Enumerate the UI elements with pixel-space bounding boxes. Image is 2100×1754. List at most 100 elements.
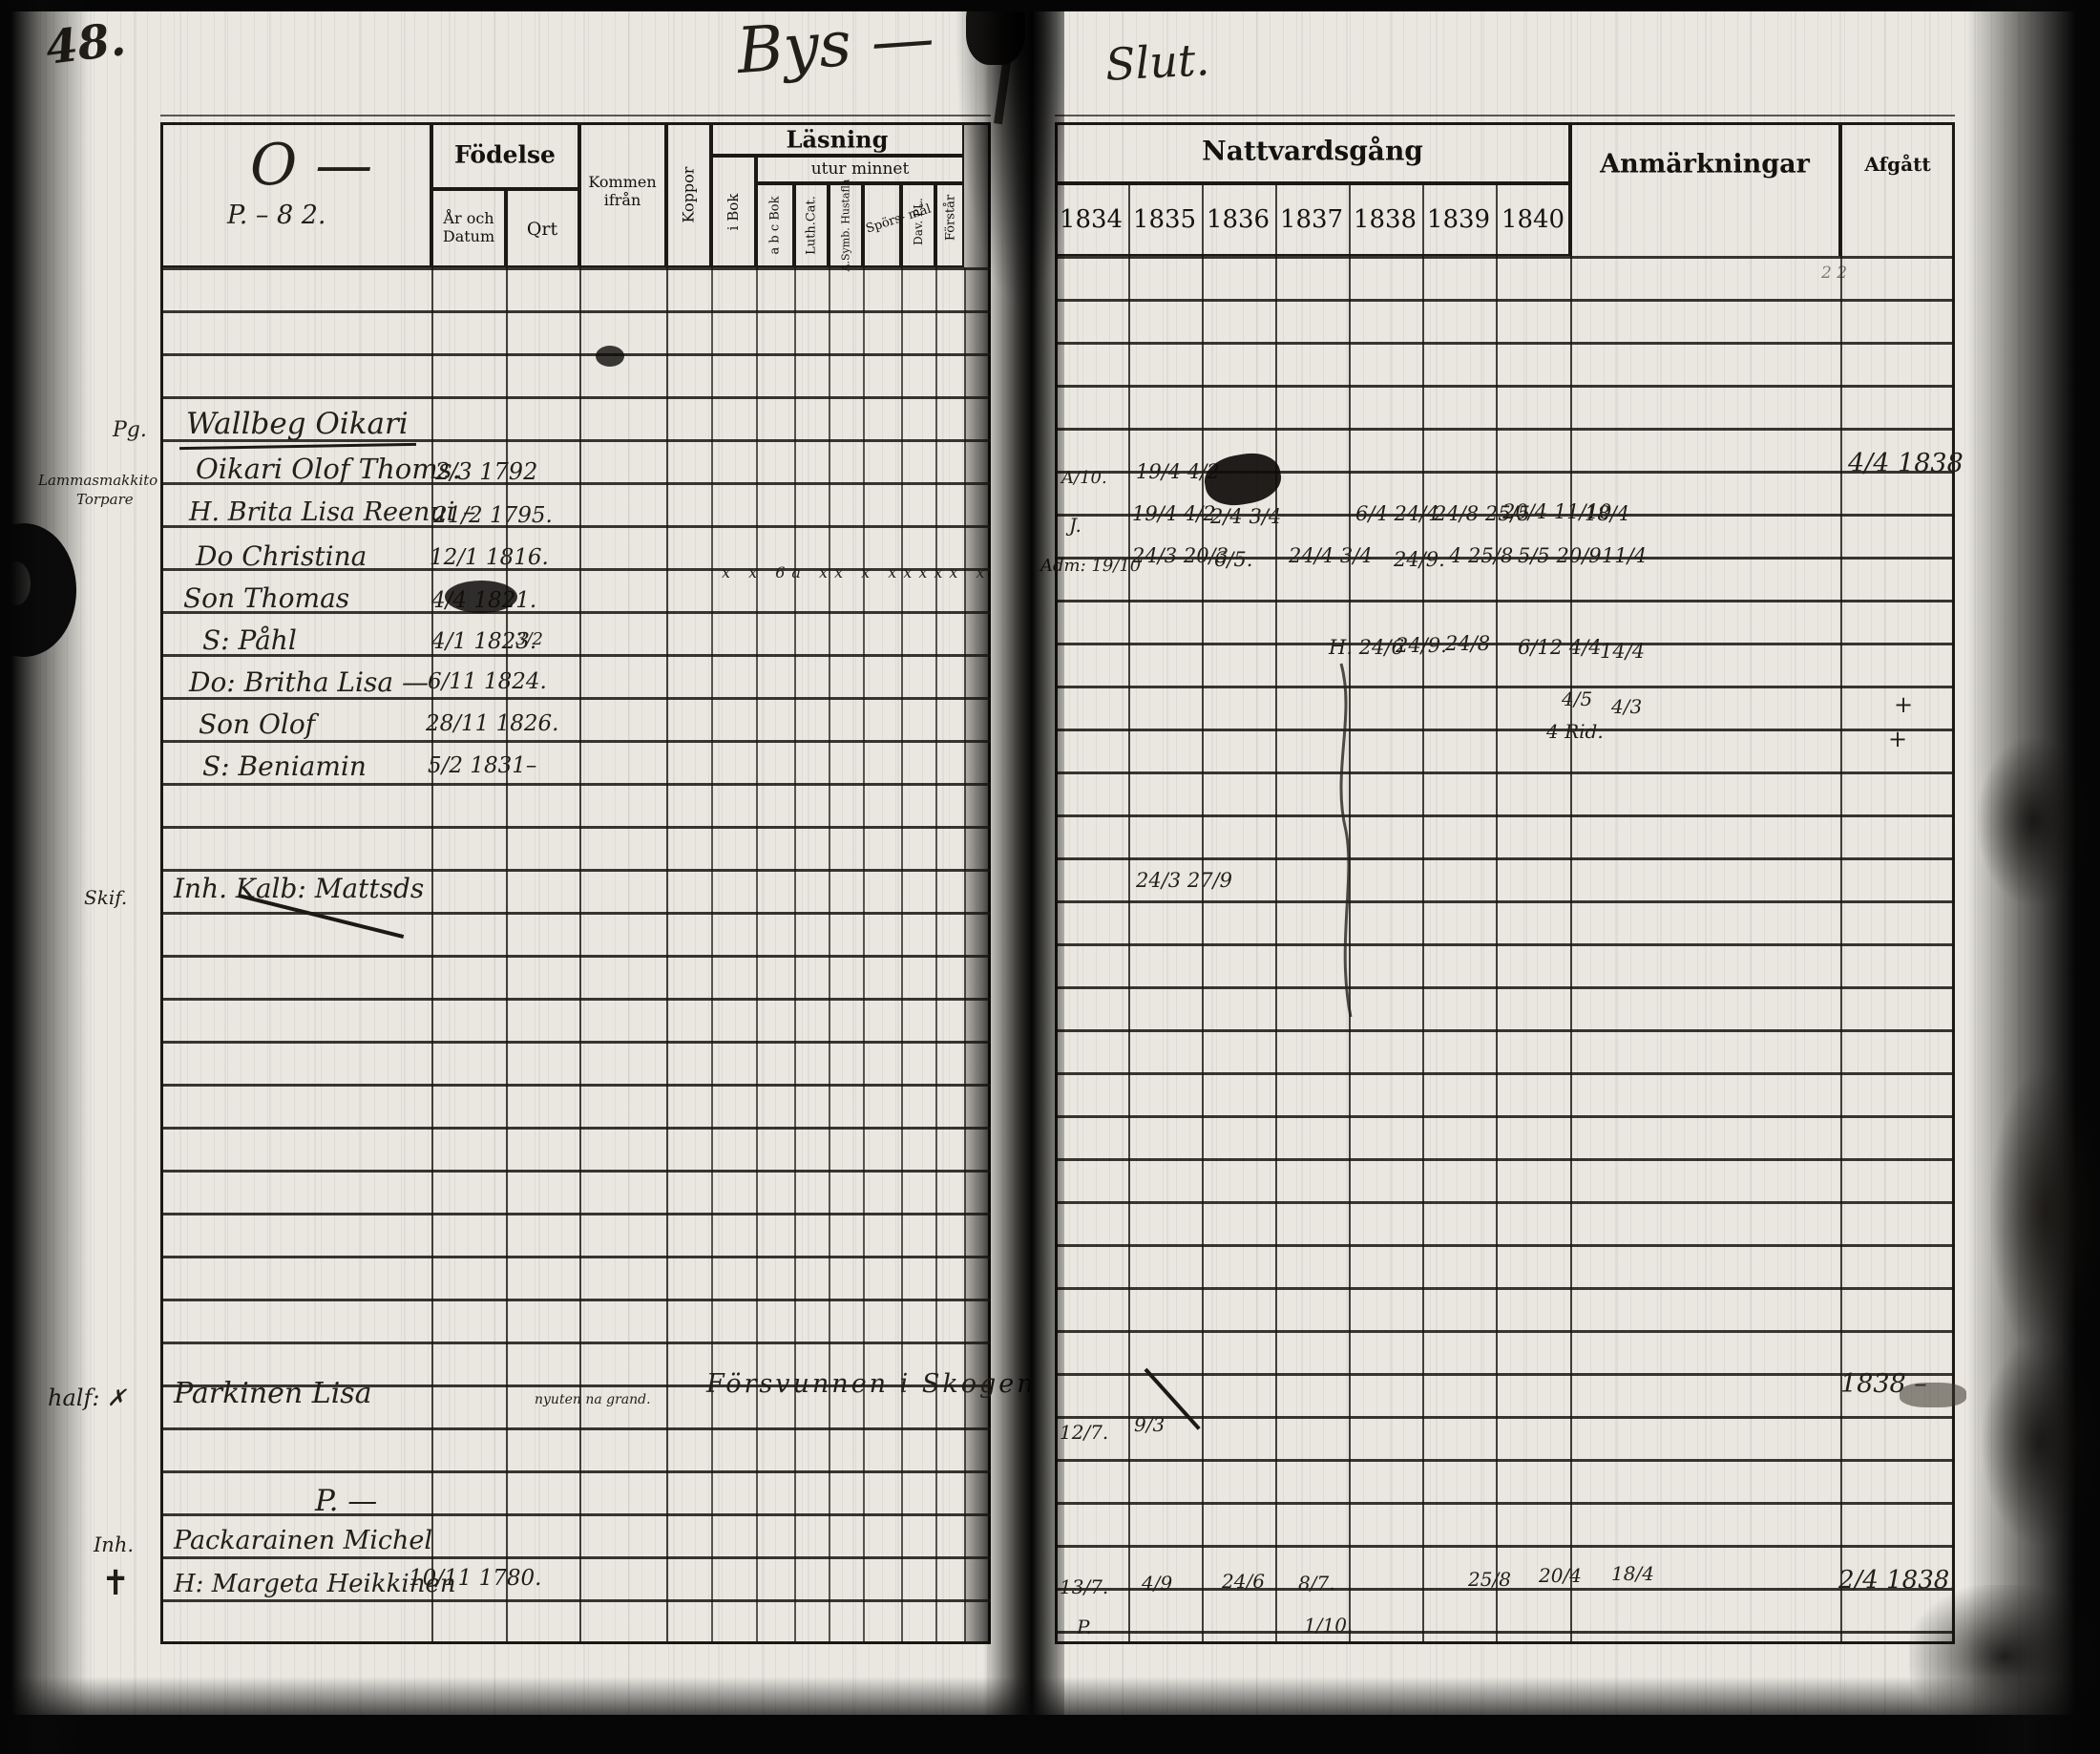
right-table-top-rule [1055,115,1955,116]
year-divider [1202,183,1204,256]
abc-bok-label: a b c Bok [767,196,783,255]
ink-blot [445,581,517,613]
entry-birth: 6/11 1824. [428,669,547,694]
header-abc-bok [756,183,794,267]
entry-birth: 28/11 1826. [426,711,559,736]
communion-mark: 5/5 20/9 [1518,544,1602,567]
communion-mark: 4/9 [1142,1572,1173,1595]
entry-birth: 4/1 1823. [431,629,537,654]
entry-name: Son Thomas [183,582,350,614]
communion-mark: 19/4 4/2 [1132,502,1216,525]
pen-mark: + [1894,691,1914,718]
communion-mark: H. 24/6 [1329,636,1404,659]
year-1836: 1836 [1206,205,1270,234]
entry-margin: Pg. [113,418,147,442]
pen-mark: + [1888,726,1908,752]
fodelse-label: Födelse [454,140,556,169]
entry-name: H. Brita Lisa Reenui – [189,497,476,527]
ar-och-datum-label: År och Datum [442,209,495,245]
name-column-subscript: P. – 8 2. [227,201,326,230]
entry-remark: Försvunnen i Skogen [706,1369,1037,1399]
gutter-top-shadow [955,0,1064,306]
entry-name: Wallbeg Oikari [186,407,409,441]
communion-mark: 4 Rid. [1546,720,1604,743]
entry-birth: 5/2 1831– [428,753,537,778]
entry-small-note: nyuten na grand. [535,1392,651,1407]
year-divider [1422,183,1424,256]
entry-margin: Skif. [84,886,128,909]
year-divider [1128,183,1130,256]
year-1834: 1834 [1059,205,1124,234]
header-ar-och-datum [431,189,506,267]
entry-birth: 2/3 1792 [435,458,538,485]
entry-name: Parkinen Lisa [174,1377,372,1410]
communion-mark: 24/8 [1445,632,1491,655]
communion-mark: 25/8 [1468,1568,1511,1591]
communion-mark: 24/4 3/4 [1289,544,1373,567]
entry-name: Do Christina [196,540,368,572]
afgatt-entry: 4/4 1838 [1848,449,1964,478]
communion-mark: 24/6 [1222,1570,1265,1593]
left-table-top-rule [160,115,991,116]
dav-pl-label: Dav. PL. [912,198,925,245]
communion-mark: 18/4 [1585,502,1630,525]
year-divider [1349,183,1351,256]
smudge [1900,1383,1966,1407]
communion-mark: 6/12 4/4 [1518,636,1602,659]
communion-mark: 24/9. [1396,634,1447,657]
communion-mark: 12/7. [1060,1421,1109,1444]
header-anmarkningar [1570,122,1840,256]
entry-name: Do: Britha Lisa — [189,666,429,698]
symb-hustafla-label: A.Symb. Hustafla [839,179,852,272]
entry-name: P. — [315,1484,378,1518]
stain [1981,1337,2100,1547]
communion-mark: 20/4 11/10 [1502,500,1612,523]
entry-name: Son Olof [199,708,316,740]
stain [1990,1069,2100,1356]
communion-mark: 14/4 [1600,640,1646,663]
communion-mark: 18/4 [1611,1562,1654,1585]
entry-birth: 10/11 1780. [409,1566,542,1591]
communion-margin: Adm: 19/10 [1040,556,1142,576]
communion-mark: 1/10. [1304,1614,1354,1637]
entry-margin: Inh. [94,1533,135,1556]
entry-name: Packarainen Michel [174,1526,433,1555]
header-symb-hustafla [829,183,863,267]
header-name-column [160,122,431,267]
header-fodelse [431,122,579,189]
header-koppor [666,122,711,267]
communion-margin: A/10. [1061,468,1107,488]
year-divider [1275,183,1277,256]
communion-mark: 4 25/8 [1449,544,1514,567]
left-page-grid [160,267,991,1644]
communion-mark: 24/8 25/5 [1434,502,1530,525]
communion-mark: 4/3 [1611,695,1643,718]
right-page-title: Slut. [1103,33,1211,91]
ink-drip [1339,663,1353,1018]
year-1838: 1838 [1353,205,1418,234]
film-edge-left [0,0,91,1754]
year-1835: 1835 [1132,205,1197,234]
header-qrt [506,189,579,267]
header-luth-cat [794,183,829,267]
entry-name: Oikari Olof Thoms. [196,453,461,485]
communion-mark: 24/3 27/9 [1136,869,1232,892]
anmarkningar-label: Anmärkningar [1600,149,1810,180]
stain [1976,735,2090,907]
header-kommen-ifran [579,122,666,267]
nattvardsgang-label: Nattvardsgång [1202,135,1423,167]
entry-qrt-mark: 3/2 [515,629,543,649]
film-edge-top [0,0,2100,11]
entry-name: H: Margeta Heikkinen [174,1570,456,1598]
communion-mark: 24/9. [1394,548,1445,571]
communion-mark: 6/4 24/4 [1355,502,1439,525]
entry-birth: 21/2 1795. [433,503,553,528]
year-1839: 1839 [1426,205,1491,234]
communion-mark: 8/7. [1298,1572,1335,1595]
afgatt-label: Afgått [1864,153,1931,176]
entry-name: S: Påhl [202,624,297,656]
header-dav-pl [901,183,935,267]
communion-margin: P. [1077,1616,1092,1638]
communion-mark: 11/4 [1602,544,1648,567]
